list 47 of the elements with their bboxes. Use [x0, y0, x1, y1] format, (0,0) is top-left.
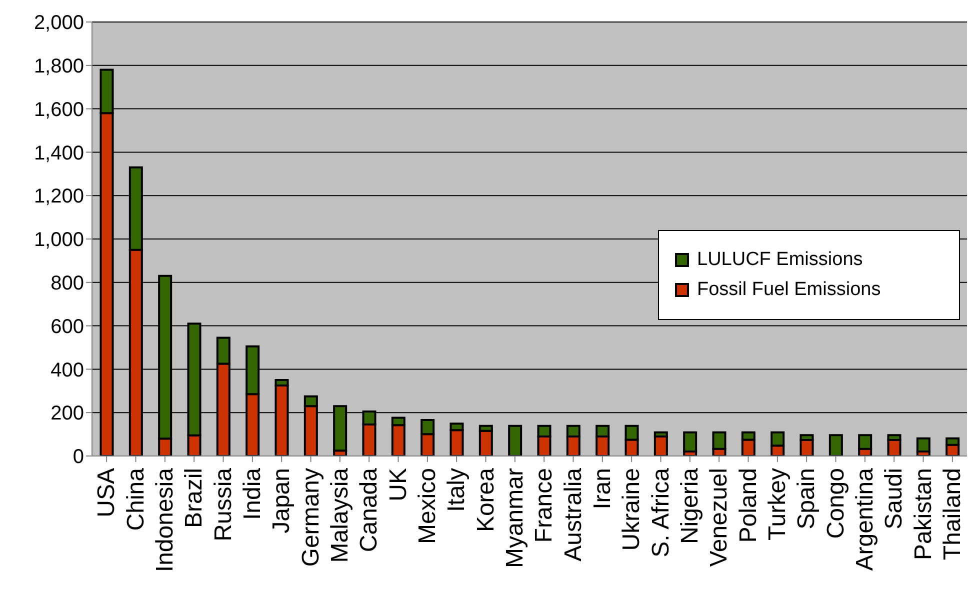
y-tick-label: 800: [50, 272, 84, 294]
x-tick-label: Korea: [472, 467, 500, 532]
y-tick-label: 1,200: [34, 186, 84, 208]
x-tick-label: Myanmar: [501, 468, 528, 568]
y-tick-label: 1,000: [34, 229, 84, 252]
y-tick-label: 200: [50, 402, 84, 425]
x-tick-label: Japan: [268, 468, 296, 534]
x-tick-label: Malaysia: [326, 467, 354, 563]
bar: [916, 437, 930, 452]
y-tick-label: 1,800: [34, 56, 84, 78]
x-tick-label: India: [238, 467, 266, 520]
legend-label: Fossil Fuel Emissions: [697, 279, 881, 301]
x-tick-label: USA: [93, 468, 120, 518]
x-tick-label: France: [530, 468, 558, 543]
x-tick-label: Russia: [210, 467, 237, 542]
y-tick-label: 600: [50, 316, 84, 338]
x-tick-label: Mexico: [414, 468, 441, 544]
y-tick-label: 400: [50, 359, 84, 382]
x-tick-label: Spain: [793, 468, 820, 530]
y-tick-label: 0: [72, 446, 84, 468]
x-tick-label: Thailand: [938, 468, 966, 560]
x-tick-label: S. Africa: [647, 467, 674, 558]
x-tick-label: Congo: [822, 468, 850, 539]
bar: [683, 431, 698, 452]
x-tick-label: Indonesia: [151, 467, 178, 572]
x-tick-label: Poland: [734, 468, 762, 543]
x-tick-label: Argentina: [851, 467, 878, 571]
x-tick-label: Brazil: [180, 468, 208, 528]
x-tick-label: Venezuel: [706, 468, 733, 567]
x-tick-label: Australia: [560, 467, 587, 562]
x-tick-label: Ukraine: [618, 468, 646, 551]
y-tick-label: 1,400: [34, 142, 84, 164]
y-tick-label: 2,000: [34, 12, 84, 34]
x-tick-label: Canada: [356, 467, 383, 552]
x-tick-label: UK: [384, 468, 412, 502]
x-tick-label: Italy: [443, 468, 470, 512]
x-tick-label: Pakistan: [910, 468, 937, 560]
legend-label: LULUCF Emissions: [697, 249, 863, 271]
x-tick-label: Saudi: [880, 468, 908, 530]
x-tick-label: China: [122, 467, 150, 531]
x-tick-label: Iran: [588, 468, 616, 510]
x-tick-label: Turkey: [764, 468, 791, 540]
x-tick-label: Nigeria: [676, 467, 704, 544]
y-tick-label: 1,600: [34, 98, 84, 121]
bar: [828, 434, 843, 456]
x-tick-label: Germany: [297, 468, 324, 567]
bar: [508, 424, 522, 456]
